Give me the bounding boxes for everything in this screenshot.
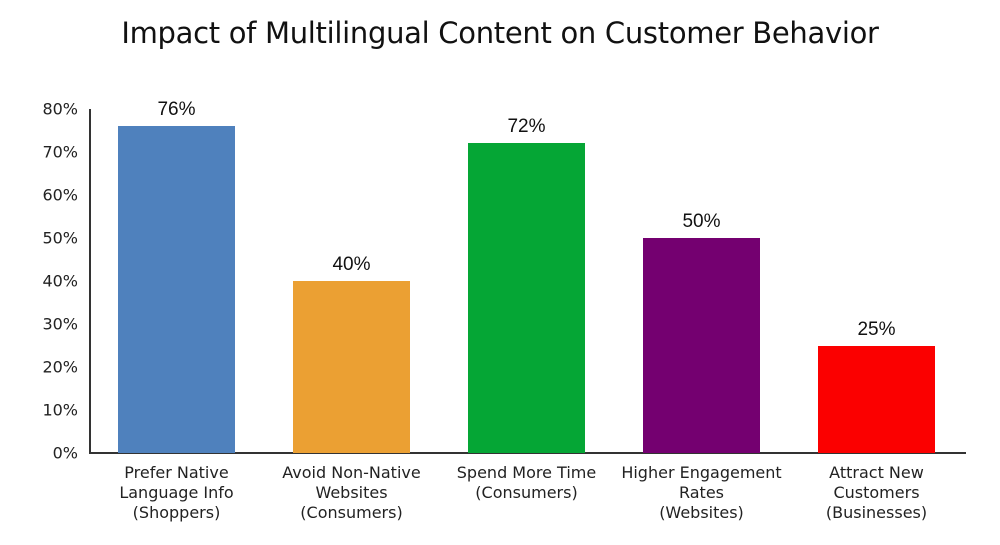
y-tick-label: 70% — [42, 142, 78, 162]
y-tick-label: 50% — [42, 228, 78, 248]
bar — [293, 281, 410, 453]
x-category-label: Higher Engagement Rates (Websites) — [621, 463, 782, 522]
y-tick-label: 80% — [42, 99, 78, 119]
x-category-label: Prefer Native Language Info (Shoppers) — [119, 463, 234, 522]
bar-value-label: 25% — [857, 318, 896, 340]
bar-value-label: 76% — [157, 99, 196, 121]
bar-value-label: 72% — [507, 116, 546, 138]
bar — [818, 345, 935, 453]
x-axis-line — [89, 452, 966, 454]
x-category-label: Avoid Non-Native Websites (Consumers) — [282, 463, 421, 522]
bar-value-label: 50% — [682, 211, 721, 232]
x-category-label: Spend More Time (Consumers) — [456, 463, 597, 502]
chart-title: Impact of Multilingual Content on Custom… — [121, 16, 879, 50]
y-tick-label: 10% — [42, 400, 78, 420]
bar — [118, 126, 235, 453]
y-tick-label: 60% — [42, 185, 78, 205]
bar-value-label: 40% — [332, 254, 371, 275]
y-tick-label: 30% — [42, 314, 78, 334]
y-tick-label: 20% — [42, 357, 78, 377]
y-axis-line — [89, 109, 91, 454]
y-tick-label: 40% — [42, 271, 78, 291]
bar — [643, 238, 760, 453]
x-category-label: Attract New Customers (Businesses) — [825, 463, 928, 522]
y-tick-label: 0% — [52, 443, 78, 463]
bar — [468, 143, 585, 453]
